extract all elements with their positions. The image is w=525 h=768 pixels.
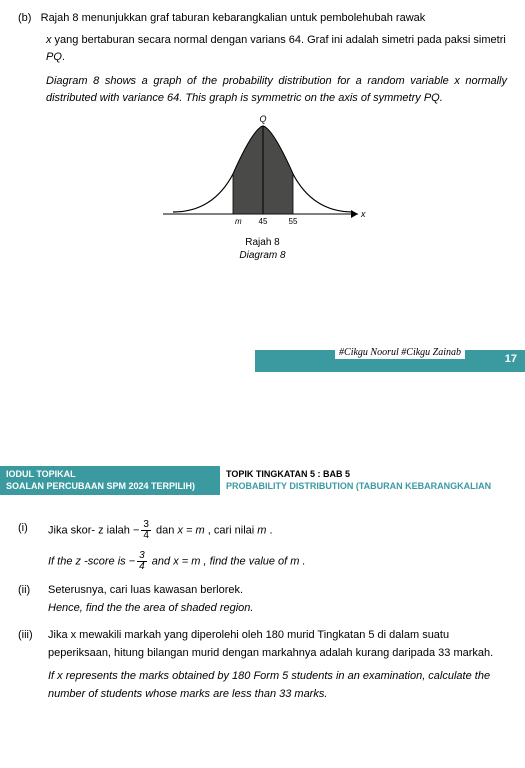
qi-my-d: , cari nilai <box>208 524 258 536</box>
qi-body: Jika skor- z ialah −34 dan x = m , cari … <box>48 520 507 541</box>
diagram-8: Q m 45 55 x Rajah 8 Diagram 8 <box>18 114 507 262</box>
qii-my: Seterusnya, cari luas kawasan berlorek. <box>48 584 243 596</box>
frac2: 34 <box>137 551 147 572</box>
page-number: 17 <box>505 353 517 365</box>
q-label: Q <box>259 114 266 124</box>
hdr-right2: PROBABILITY DISTRIBUTION (TABURAN KEBARA… <box>226 481 519 493</box>
hdr-left1: IODUL TOPIKAL <box>6 469 214 481</box>
qb-text1: Rajah 8 menunjukkan graf taburan kebaran… <box>41 12 426 24</box>
page-tag-row: #Cikgu Noorul #Cikgu Zainab 17 <box>0 350 525 372</box>
qi-en-b: and <box>152 555 173 567</box>
qiii-body: Jika x mewakili markah yang diperolehi o… <box>48 627 507 703</box>
qi-my-b: dan <box>156 524 177 536</box>
label-b: (b) <box>18 12 31 24</box>
diagram-caption: Rajah 8 Diagram 8 <box>239 236 285 262</box>
v45: 45 <box>258 217 267 226</box>
qb-text2: yang bertaburan secara normal dengan var… <box>52 34 506 46</box>
qi-num: (i) <box>18 520 48 538</box>
hdr-right: TOPIK TINGKATAN 5 : BAB 5 PROBABILITY DI… <box>220 466 525 495</box>
sub-questions: (i) Jika skor- z ialah −34 dan x = m , c… <box>0 520 525 714</box>
qiii-en: If x represents the marks obtained by 18… <box>48 668 507 703</box>
hdr-left: IODUL TOPIKAL SOALAN PERCUBAAN SPM 2024 … <box>0 466 220 495</box>
neg1: − <box>133 524 139 536</box>
author-tag: #Cikgu Noorul #Cikgu Zainab <box>335 346 465 359</box>
qi-en-c: x = m <box>173 555 200 567</box>
qii-en: Hence, find the the area of shaded regio… <box>48 602 253 614</box>
pq-2: PQ <box>424 92 440 104</box>
x-label: x <box>360 209 366 219</box>
question-i: (i) Jika skor- z ialah −34 dan x = m , c… <box>18 520 507 541</box>
cap-en: Diagram 8 <box>239 250 285 261</box>
qi-my-f: . <box>270 524 273 536</box>
cap-my: Rajah 8 <box>245 237 279 248</box>
qiii-my: Jika x mewakili markah yang diperolehi o… <box>48 629 493 659</box>
qi-en-d: , find the value of <box>203 555 290 567</box>
qi-en-f: . <box>303 555 306 567</box>
question-iii: (iii) Jika x mewakili markah yang dipero… <box>18 627 507 703</box>
qi-en-a: If the z -score is <box>48 555 129 567</box>
qi-my-a: Jika skor- z ialah <box>48 524 133 536</box>
qiii-num: (iii) <box>18 627 48 645</box>
frac1: 34 <box>141 520 151 541</box>
qi-my-e: m <box>257 524 266 536</box>
dot2: . <box>440 92 443 104</box>
qii-num: (ii) <box>18 582 48 600</box>
qi-en-e: m <box>290 555 299 567</box>
module-header: IODUL TOPIKAL SOALAN PERCUBAAN SPM 2024 … <box>0 466 525 495</box>
qb-line2: x yang bertaburan secara normal dengan v… <box>18 32 507 67</box>
qii-body: Seterusnya, cari luas kawasan berlorek. … <box>48 582 507 617</box>
neg2: − <box>129 555 135 567</box>
qi-my-c: x = m <box>177 524 204 536</box>
dot1: . <box>62 51 65 63</box>
question-b-block: (b) Rajah 8 menunjukkan graf taburan keb… <box>0 0 525 262</box>
qb-line1: (b) Rajah 8 menunjukkan graf taburan keb… <box>18 10 507 28</box>
pq-1: PQ <box>46 51 62 63</box>
m-label: m <box>235 217 242 226</box>
qb-en: Diagram 8 shows a graph of the probabili… <box>18 73 507 108</box>
hdr-right1: TOPIK TINGKATAN 5 : BAB 5 <box>226 469 519 481</box>
hdr-left2: SOALAN PERCUBAAN SPM 2024 TERPILIH) <box>6 481 214 493</box>
question-ii: (ii) Seterusnya, cari luas kawasan berlo… <box>18 582 507 617</box>
bell-curve-svg: Q m 45 55 x <box>153 114 373 234</box>
v55: 55 <box>288 217 297 226</box>
qi-en: If the z -score is −34 and x = m , find … <box>48 551 507 572</box>
